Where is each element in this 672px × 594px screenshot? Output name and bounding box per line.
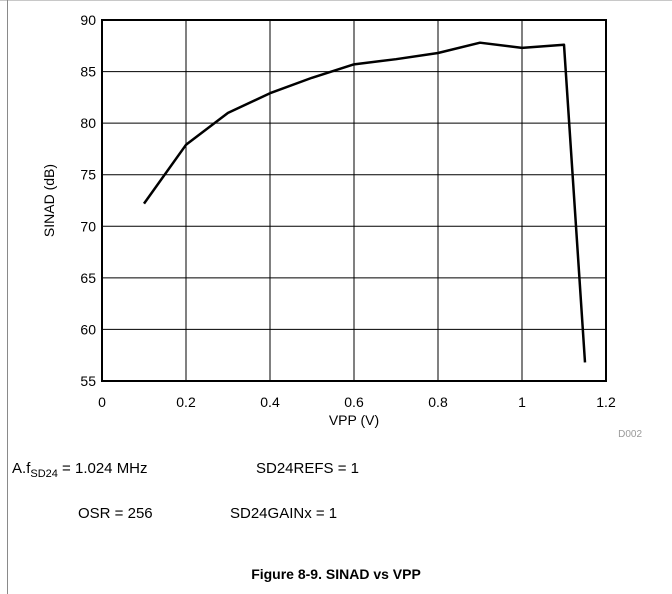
plot-frame bbox=[101, 19, 607, 382]
x-tick-label: 0 bbox=[98, 394, 106, 410]
x-tick-label: 0.4 bbox=[260, 394, 280, 410]
y-tick-label: 85 bbox=[80, 64, 96, 80]
y-tick-label: 70 bbox=[80, 218, 96, 234]
y-tick-label: 60 bbox=[80, 321, 96, 337]
series-group bbox=[142, 41, 587, 363]
y-tick-label: 65 bbox=[80, 270, 96, 286]
note-marker: A. bbox=[12, 460, 27, 477]
y-tick-label: 90 bbox=[80, 12, 96, 28]
y-tick-label: 80 bbox=[80, 115, 96, 131]
x-tick-label: 1.2 bbox=[596, 394, 616, 410]
figure-code: D002 bbox=[618, 429, 642, 440]
note-line-1: A.fSD24 = 1.024 MHz bbox=[12, 460, 148, 480]
figure-caption: Figure 8-9. SINAD vs VPP bbox=[251, 566, 421, 582]
sd24gain-note: SD24GAINx = 1 bbox=[230, 505, 338, 522]
x-tick-label: 0.8 bbox=[428, 394, 448, 410]
y-axis-label: SINAD (dB) bbox=[41, 164, 57, 237]
osr-note: OSR = 256 bbox=[78, 505, 153, 522]
page-left-border bbox=[7, 0, 8, 594]
fsd-label: f bbox=[26, 460, 31, 477]
x-tick-labels: 0 0.2 0.4 0.6 0.8 1 1.2 bbox=[98, 394, 616, 410]
sd24refs-note: SD24REFS = 1 bbox=[256, 460, 359, 477]
sinad-line bbox=[142, 41, 587, 363]
x-tick-label: 0.2 bbox=[176, 394, 196, 410]
x-tick-label: 0.6 bbox=[344, 394, 364, 410]
y-tick-label: 55 bbox=[80, 373, 96, 389]
page-top-border bbox=[0, 0, 672, 1]
x-axis-label: VPP (V) bbox=[329, 412, 379, 428]
y-tick-labels: 55 60 65 70 75 80 85 90 bbox=[80, 12, 96, 389]
y-tick-label: 75 bbox=[80, 167, 96, 183]
sinad-chart: 0 0.2 0.4 0.6 0.8 1 1.2 55 60 65 70 75 80 85 90 VPP (… bbox=[41, 12, 642, 440]
fsd-subscript: SD24 bbox=[30, 468, 58, 480]
fsd-value: = 1.024 MHz bbox=[57, 460, 148, 477]
chart-grid bbox=[102, 20, 606, 381]
x-tick-label: 1 bbox=[518, 394, 526, 410]
